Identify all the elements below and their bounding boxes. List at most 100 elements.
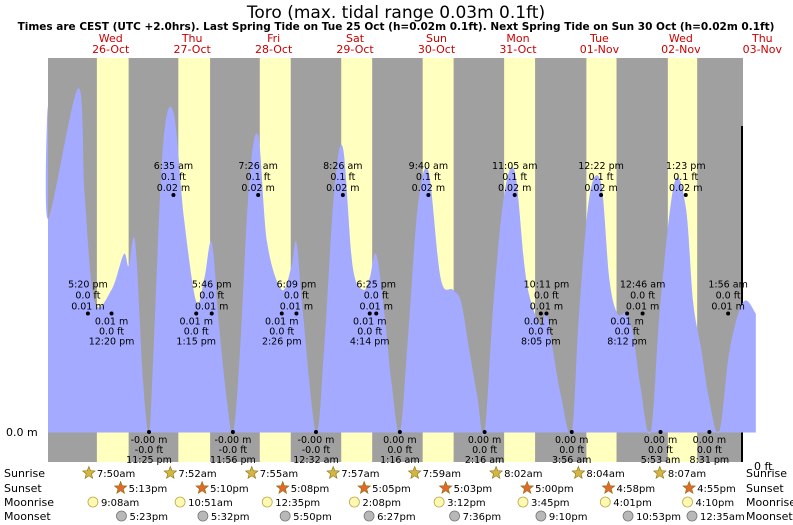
extreme-m: 0.01 m <box>530 302 563 313</box>
moonset-time: 12:35am <box>700 512 745 523</box>
moonrise-time: 4:10pm <box>696 498 735 509</box>
extreme-ft: 0.1 ft <box>673 172 698 183</box>
day-header-date: 28-Oct <box>255 43 293 56</box>
extreme-ft: 0.1 ft <box>502 172 527 183</box>
moonrise-time: 9:08am <box>101 498 139 509</box>
sunset-time: 4:55pm <box>697 484 736 495</box>
day-header-date: 03-Nov <box>743 43 783 56</box>
extreme-time: 5:20 pm <box>68 280 108 291</box>
day-header-dow: Thu <box>181 32 203 45</box>
extreme-time: 8:05 pm <box>521 337 561 348</box>
extreme-ft: 0.0 ft <box>534 291 559 302</box>
moonset-icon <box>535 510 547 522</box>
extreme-m: 0.00 m <box>468 435 501 446</box>
extreme-time: 6:25 pm <box>356 280 396 291</box>
moonset-time: 5:23pm <box>129 512 168 523</box>
extreme-time: 2:16 am <box>465 455 504 466</box>
day-header-date: 29-Oct <box>336 43 374 56</box>
extreme-m: 0.01 m <box>626 302 659 313</box>
extreme-time: 11:25 pm <box>126 455 172 466</box>
extreme-ft: 0.0 ft <box>648 445 673 456</box>
chart-title: Toro (max. tidal range 0.03m 0.1ft) <box>246 3 545 23</box>
tide-series-area <box>45 88 756 442</box>
extreme-dot <box>374 311 379 316</box>
sunrise-icon <box>81 465 96 479</box>
extreme-m: 0.00 m <box>693 435 726 446</box>
extreme-ft: 0.0 ft <box>559 445 584 456</box>
sunrise-icon <box>489 465 504 479</box>
extreme-dot <box>544 311 549 316</box>
extreme-m: -0.00 m <box>131 435 168 446</box>
moonset-icon <box>449 510 460 522</box>
extreme-ft: 0.0 ft <box>615 327 640 338</box>
extreme-ft: 0.0 ft <box>472 445 497 456</box>
moonset-time: 5:32pm <box>211 512 250 523</box>
row-label-left: Moonrise <box>4 496 54 509</box>
extreme-dot <box>569 430 574 434</box>
moonrise-time: 2:08pm <box>362 498 401 509</box>
axis: 0.0 m 0 ft <box>6 426 773 473</box>
extreme-ft: 0.0 ft <box>284 291 309 302</box>
moonrise-icon <box>261 496 273 508</box>
sunset-icon <box>682 480 697 494</box>
moonrise-icon <box>87 496 99 508</box>
moonset-icon <box>279 510 291 522</box>
sunset-icon <box>195 480 210 494</box>
sunrise-time: 7:50am <box>97 469 135 480</box>
extreme-ft: 0.1 ft <box>246 172 271 183</box>
extreme-m: 0.01 m <box>360 302 393 313</box>
extreme-m: 0.01 m <box>95 317 128 328</box>
extreme-m: -0.00 m <box>214 435 251 446</box>
extreme-dot <box>147 430 152 434</box>
extreme-m: 0.02 m <box>669 183 702 194</box>
sunrise-icon <box>244 465 259 479</box>
moonset-icon <box>197 510 209 522</box>
moonset-icon <box>116 510 127 522</box>
extreme-m: 0.02 m <box>584 183 617 194</box>
moonset-time: 6:27pm <box>377 512 416 523</box>
extreme-m: 0.01 m <box>353 317 386 328</box>
moonrise-time: 3:12pm <box>447 498 486 509</box>
extreme-time: 12:46 am <box>620 280 665 291</box>
sunset-time: 4:58pm <box>617 484 656 495</box>
day-header-dow: Tue <box>589 32 609 45</box>
extreme-time: 5:46 pm <box>192 280 232 291</box>
tide-area <box>45 88 756 442</box>
moonrise-icon <box>682 496 693 508</box>
extreme-time: 10:11 pm <box>524 280 570 291</box>
moonrise-icon <box>517 496 529 508</box>
sunrise-icon <box>326 465 341 479</box>
extreme-dot <box>230 430 235 434</box>
extreme-dot <box>640 311 645 316</box>
day-header-dow: Thu <box>751 32 773 45</box>
extreme-dot <box>397 430 402 434</box>
moonrise-icon <box>349 496 360 508</box>
sunrise-time: 8:07am <box>668 469 706 480</box>
extreme-time: 1:56 am <box>708 280 747 291</box>
extreme-m: 0.02 m <box>157 183 190 194</box>
sunset-icon <box>438 480 453 494</box>
day-header-dow: Fri <box>267 32 280 45</box>
extreme-ft: 0.0 ft <box>630 291 655 302</box>
extreme-m: 0.01 m <box>280 302 313 313</box>
extreme-dot <box>707 430 712 434</box>
extreme-ft: 0.0 ft <box>387 445 412 456</box>
extreme-time: 12:22 pm <box>578 161 624 172</box>
extreme-ft: 0.0 ft <box>269 327 294 338</box>
extreme-ft: 0.0 ft <box>357 327 382 338</box>
day-header-date: 31-Oct <box>499 43 537 56</box>
extreme-m: 0.01 m <box>610 317 643 328</box>
row-label-right: Sunset <box>746 482 784 495</box>
row-label-right: Sunrise <box>746 467 787 480</box>
row-label-right: Moonset <box>746 510 793 523</box>
day-header-dow: Wed <box>99 32 123 45</box>
sunrise-time: 8:02am <box>504 469 542 480</box>
extreme-time: 11:05 am <box>492 161 537 172</box>
extreme-dot <box>538 311 543 316</box>
extreme-time: 8:31 pm <box>690 455 730 466</box>
sunrise-icon <box>571 465 586 479</box>
sunrise-icon <box>652 465 667 479</box>
extreme-time: 1:16 am <box>380 455 419 466</box>
sunset-time: 5:00pm <box>535 484 574 495</box>
